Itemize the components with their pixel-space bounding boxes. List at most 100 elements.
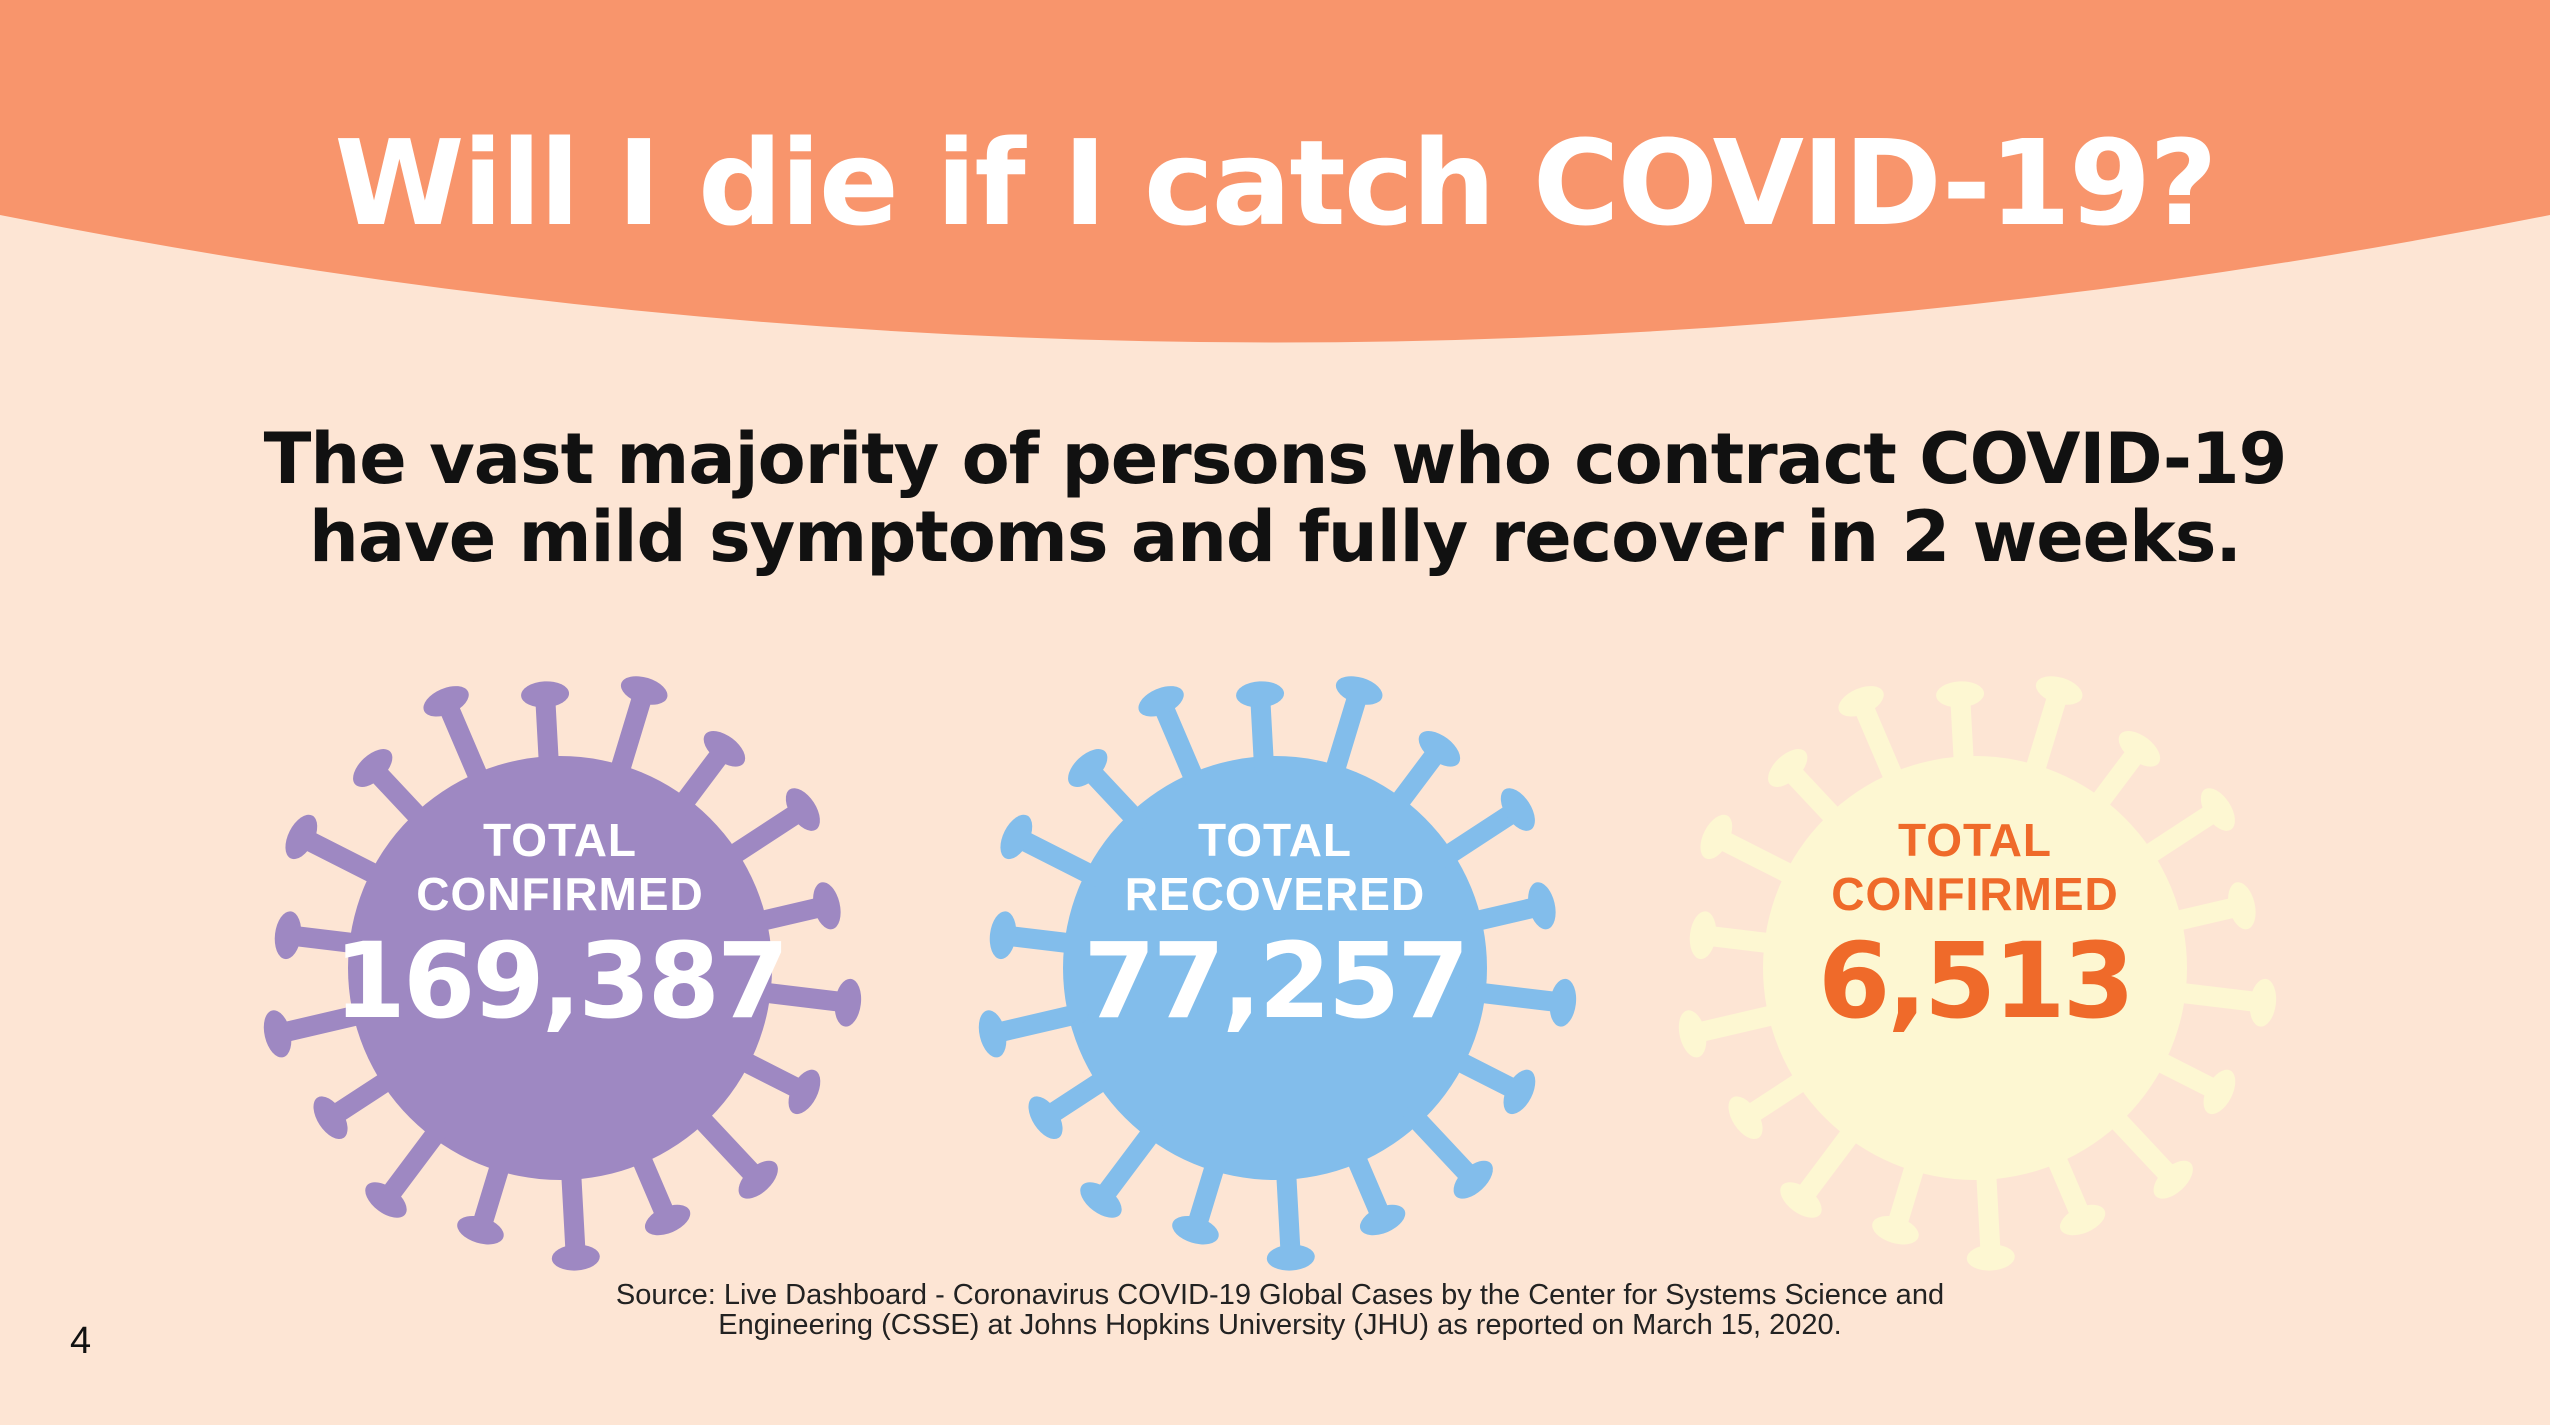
stat-value: 169,387	[333, 920, 790, 1042]
virus-body	[348, 756, 772, 1180]
virus-spike-tip	[703, 731, 746, 767]
virus-spike-tip	[1028, 1096, 1063, 1140]
subtitle: The vast majority of persons who contrac…	[175, 420, 2375, 576]
virus-spike	[2134, 799, 2228, 868]
virus-spike-tip	[274, 911, 302, 960]
virus-spike-tip	[1453, 1160, 1493, 1199]
virus-spike-tip	[788, 1069, 821, 1115]
virus-spike-tip	[1528, 882, 1556, 930]
virus-spike	[1276, 1159, 1301, 1268]
virus-spike	[1706, 826, 1805, 887]
virus-spike-tip	[1780, 1182, 1822, 1218]
stat-value: 77,257	[1083, 920, 1469, 1042]
virus-body	[1063, 756, 1487, 1180]
stat-label-line-2: CONFIRMED	[1831, 868, 2119, 920]
virus-spike-tip	[551, 1244, 600, 1271]
virus-spike-tip	[313, 1096, 348, 1140]
page-title: Will I die if I catch COVID-19?	[334, 114, 2217, 252]
virus-spike	[1851, 691, 1906, 793]
virus-spike-tip	[785, 788, 820, 831]
virus-spike	[982, 1003, 1089, 1044]
virus-body	[1763, 756, 2187, 1180]
virus-spike-tip	[738, 1160, 778, 1199]
virus-spike	[1006, 826, 1105, 887]
header-band	[0, 0, 2550, 343]
virus-spike-tip	[1359, 1204, 1406, 1236]
stat-value: 6,513	[1818, 920, 2135, 1042]
virus-spike-tip	[1768, 749, 1808, 787]
virus-spike-tip	[813, 882, 841, 930]
virus-spike-tip	[1689, 911, 1717, 960]
virus-spike	[375, 1119, 449, 1210]
virus-spike	[1403, 1105, 1484, 1190]
virus-spike-tip	[1728, 1096, 1763, 1140]
virus-icon	[978, 676, 1577, 1271]
virus-spike	[2023, 680, 2070, 785]
virus-spike	[1465, 982, 1573, 1013]
virus-spike	[291, 826, 390, 887]
virus-spike	[2165, 982, 2273, 1013]
stat-total-third: TOTAL CONFIRMED 6,513	[1655, 648, 2295, 1288]
virus-spike-tip	[1500, 788, 1535, 831]
virus-spike-tip	[457, 1215, 504, 1245]
virus-spike	[561, 1159, 586, 1268]
virus-spike	[750, 982, 858, 1013]
virus-spike-tip	[1335, 676, 1383, 705]
virus-spike-tip	[263, 1010, 292, 1058]
virus-spike	[1790, 1119, 1864, 1210]
virus-spike-tip	[1678, 1010, 1707, 1058]
virus-spike-tip	[989, 911, 1017, 960]
virus-spike-tip	[1966, 1244, 2015, 1271]
virus-spike-tip	[285, 814, 318, 860]
virus-spike-tip	[1700, 814, 1733, 860]
virus-spike-tip	[1000, 814, 1033, 860]
subtitle-line-2: have mild symptoms and fully recover in …	[309, 496, 2242, 578]
virus-spike-tip	[1838, 686, 1884, 717]
virus-spike	[608, 680, 655, 785]
virus-spike-tip	[2035, 676, 2083, 705]
virus-spike-tip	[2118, 731, 2161, 767]
virus-spike	[436, 691, 491, 793]
virus-spike	[267, 1003, 374, 1044]
virus-spike-tip	[644, 1204, 691, 1236]
virus-spike	[2103, 1105, 2184, 1190]
subtitle-line-1: The vast majority of persons who contrac…	[263, 418, 2288, 500]
virus-spike-tip	[365, 1182, 407, 1218]
stat-total-recovered: TOTAL RECOVERED 77,257	[955, 648, 1595, 1288]
virus-spike-tip	[2153, 1160, 2193, 1199]
stat-label-line-1: TOTAL	[1197, 814, 1353, 866]
virus-spike-tip	[2203, 1069, 2236, 1115]
virus-spike-tip	[1503, 1069, 1536, 1115]
virus-spike	[1434, 799, 1528, 868]
source-line-2: Engineering (CSSE) at Johns Hopkins Univ…	[718, 1309, 1842, 1341]
virus-spike-tip	[1172, 1215, 1219, 1245]
virus-spike	[1090, 1119, 1164, 1210]
virus-spike-tip	[1418, 731, 1461, 767]
virus-spike	[688, 1105, 769, 1190]
virus-icon	[1678, 676, 2277, 1271]
virus-spike	[1976, 1159, 2001, 1268]
stat-label-line-2: RECOVERED	[1124, 868, 1426, 920]
stat-label-line-1: TOTAL	[482, 814, 638, 866]
virus-spike-tip	[1549, 978, 1577, 1027]
virus-spike-tip	[1138, 686, 1184, 717]
virus-spike-tip	[2249, 978, 2277, 1027]
stat-label-line-2: CONFIRMED	[416, 868, 704, 920]
virus-spike	[1151, 691, 1206, 793]
virus-spike-tip	[834, 978, 862, 1027]
source-line-1: Source: Live Dashboard - Coronavirus COV…	[615, 1279, 1945, 1311]
stat-label-line-1: TOTAL	[1897, 814, 2053, 866]
virus-spike	[1323, 680, 1370, 785]
virus-icon	[263, 676, 862, 1271]
source-note: Source: Live Dashboard - Coronavirus COV…	[460, 1280, 2100, 1340]
virus-spike-tip	[1266, 1244, 1315, 1271]
virus-spike-tip	[978, 1010, 1007, 1058]
virus-spike-tip	[1236, 681, 1285, 708]
virus-spike-tip	[1068, 749, 1108, 787]
virus-spike-tip	[620, 676, 668, 705]
virus-spike-tip	[521, 681, 570, 708]
virus-spike-tip	[2200, 788, 2235, 831]
virus-spike-tip	[1936, 681, 1985, 708]
page-number: 4	[70, 1320, 92, 1362]
virus-spike-tip	[423, 686, 469, 717]
